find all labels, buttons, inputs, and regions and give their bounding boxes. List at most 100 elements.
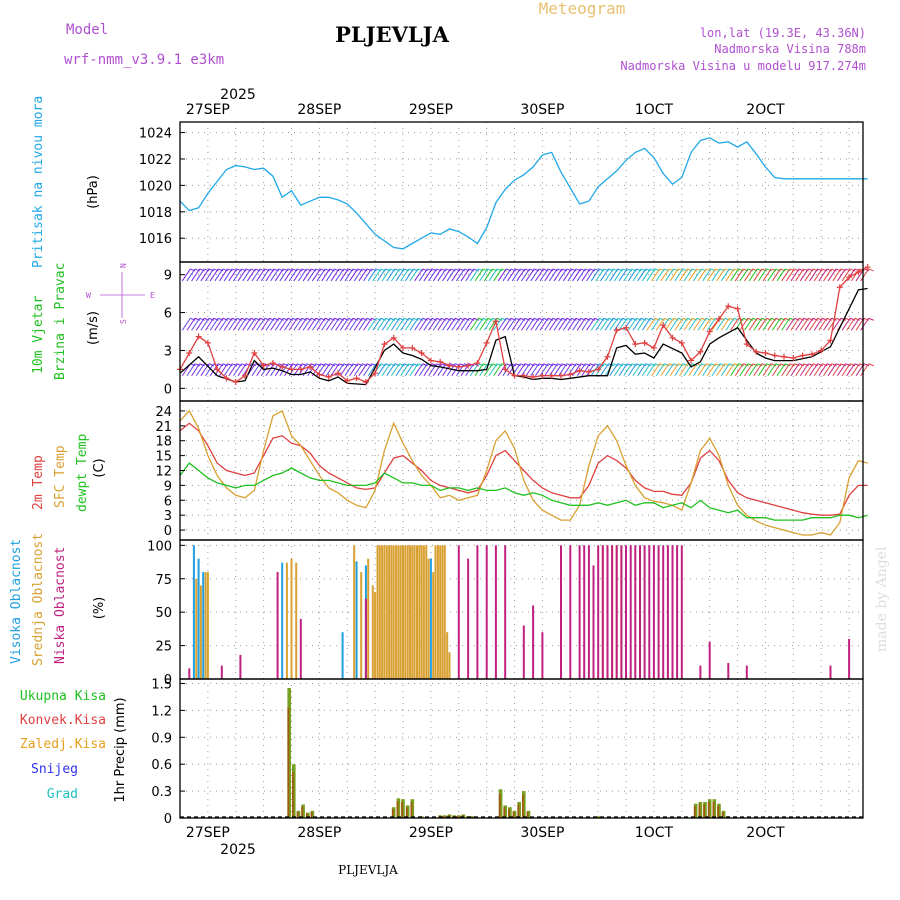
wind-barb-flag	[441, 268, 447, 272]
wind-barb	[195, 363, 205, 377]
wind-barb-flag	[798, 363, 805, 367]
top-date-label: 29SEP	[409, 102, 453, 118]
wind-barb-flag	[631, 363, 637, 367]
wind-barb-flag	[659, 268, 665, 272]
precip-convective-bar	[508, 808, 510, 818]
wind-barb-flag	[520, 268, 526, 272]
clouds-bar	[420, 545, 423, 679]
wind-barb	[744, 268, 753, 282]
wind-barb-flag	[357, 268, 363, 272]
clouds-bar	[413, 545, 416, 679]
wind-gust-point	[567, 371, 574, 378]
wind-barb	[651, 268, 661, 282]
wind-barb-flag	[640, 268, 647, 272]
clouds-bar	[666, 545, 669, 679]
clouds-bar	[204, 572, 207, 679]
wind-barb-flag	[310, 363, 317, 367]
precip-convective-bar	[717, 805, 719, 818]
precip-convective-bar	[693, 805, 696, 818]
wind-barb-flag	[775, 317, 781, 321]
wind-barb-flag	[399, 363, 405, 367]
wind-gust-point	[650, 344, 657, 351]
wind-barb-flag	[427, 317, 433, 321]
wind-barb	[734, 268, 744, 282]
precip-convective-bar	[310, 811, 313, 818]
clouds-bar	[662, 545, 665, 679]
wind-barb-flag	[501, 317, 507, 321]
wind-barb-flag	[831, 363, 837, 367]
wind-barb-flag	[599, 268, 605, 272]
wind-gust-point	[660, 322, 667, 329]
wind-barb	[730, 363, 739, 377]
precip-convective-bar	[405, 807, 408, 818]
wind-barb-flag	[622, 268, 628, 272]
wind-barb	[284, 268, 293, 282]
wind-barb	[437, 317, 447, 331]
wind-barb	[511, 317, 521, 331]
wind-barb-flag	[770, 363, 777, 367]
wind-barb	[339, 268, 349, 282]
wind-barb	[228, 268, 238, 282]
wind-barb-flag	[664, 317, 670, 321]
wind-barb	[785, 363, 795, 377]
wind-barb-flag	[752, 317, 758, 321]
wind-barb-flag	[552, 363, 558, 367]
wind-barb	[716, 268, 726, 282]
precip-legend-2: Zaledj.Kisa	[20, 737, 106, 752]
wind-barb	[832, 363, 842, 377]
wind-barb-flag	[538, 317, 544, 321]
wind-barb-flag	[283, 363, 289, 367]
wind-barb-flag	[529, 363, 535, 367]
clouds-bar	[522, 625, 525, 679]
wind-barb	[479, 268, 489, 282]
clouds-bar	[353, 545, 356, 679]
wind-barb	[641, 363, 651, 377]
wind-barb	[418, 363, 428, 377]
precip-panel: 0 0.3 0.6 0.9 1.2 1.5	[151, 677, 864, 827]
wind-barb	[437, 363, 447, 377]
clouds-bar	[680, 545, 683, 679]
wind-barb	[312, 268, 321, 282]
wind-barb	[739, 268, 749, 282]
wind-barb	[860, 268, 870, 282]
wind-barb-flag	[231, 363, 238, 367]
wind-barb	[423, 268, 433, 282]
wind-barb	[525, 317, 535, 331]
clouds-bar	[383, 545, 386, 679]
wind-barb	[558, 268, 568, 282]
wind-barb-flag	[761, 363, 767, 367]
wind-barb-flag	[817, 268, 823, 272]
wind-barb-flag	[640, 363, 647, 367]
wind-barb-flag	[701, 317, 707, 321]
wind-barb-flag	[515, 363, 521, 367]
wind-barb	[665, 317, 674, 331]
clouds-bar	[476, 545, 479, 679]
wind-barb	[850, 363, 860, 377]
wind-barb-flag	[654, 268, 661, 272]
wind-barb-flag	[338, 268, 345, 272]
wind-barb	[850, 317, 860, 331]
wind-barb	[562, 363, 572, 377]
wind-barb	[711, 268, 721, 282]
clouds-bar	[364, 598, 367, 679]
wind-barb	[846, 363, 856, 377]
wind-barb	[191, 363, 201, 377]
wind-barb	[191, 317, 201, 331]
wind-barb-flag	[603, 363, 610, 367]
wind-barb	[260, 268, 270, 282]
wind-barb	[367, 268, 377, 282]
precip-bar	[508, 807, 512, 818]
wind-barb-flag	[636, 317, 642, 321]
wind-barb-flag	[719, 268, 726, 272]
compass-north: N	[119, 263, 128, 268]
wind-barb	[325, 268, 335, 282]
wind-barb	[233, 317, 242, 331]
wind-barb	[683, 317, 693, 331]
temperature-ytick-label: 18	[155, 435, 172, 450]
top-date-label: 1OCT	[635, 102, 674, 118]
wind-barb	[219, 363, 228, 377]
wind-barb	[344, 317, 354, 331]
wind-barb-flag	[366, 317, 373, 321]
precip-convective-bar	[287, 707, 290, 818]
